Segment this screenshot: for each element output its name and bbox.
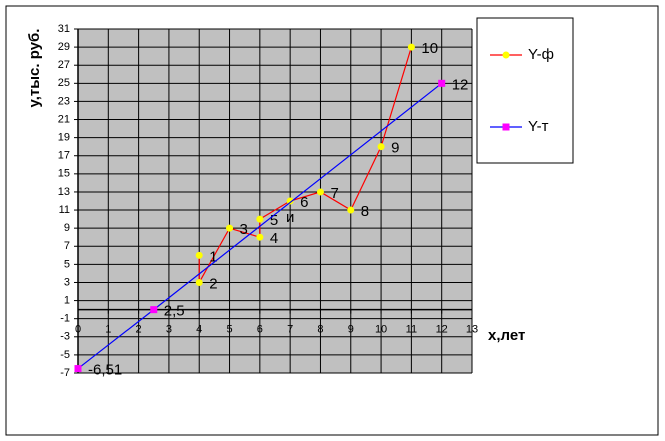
marker — [377, 143, 385, 151]
marker — [316, 188, 324, 196]
point-label: 7 — [330, 185, 338, 202]
point-label: 3 — [240, 221, 248, 238]
y-tick-label: 29 — [58, 41, 70, 53]
y-tick-label: 17 — [58, 150, 70, 162]
series-line — [198, 46, 412, 285]
x-tick-label: 5 — [226, 324, 232, 336]
point-label: 1 — [209, 248, 217, 265]
y-tick-label: -5 — [60, 349, 70, 361]
marker — [502, 123, 510, 131]
x-tick-label: 3 — [166, 324, 172, 336]
point-label: -6,51 — [88, 362, 122, 379]
marker — [438, 79, 446, 87]
point-label: 2 — [209, 275, 217, 292]
point-label: 9 — [391, 140, 399, 157]
x-tick-label: 13 — [466, 324, 478, 336]
y-tick-label: 19 — [58, 132, 70, 144]
y-tick-label: 7 — [64, 240, 70, 252]
y-tick-label: 27 — [58, 59, 70, 71]
y-tick-label: 21 — [58, 113, 70, 125]
y-tick-label: 9 — [64, 222, 70, 234]
marker — [347, 206, 355, 214]
marker — [256, 215, 264, 223]
marker — [502, 51, 510, 59]
marker — [195, 278, 203, 286]
x-tick-label: 8 — [317, 324, 323, 336]
plot-area — [78, 29, 472, 373]
point-label: 6 — [300, 194, 308, 211]
y-tick-label: -7 — [60, 367, 70, 379]
y-tick-label: -1 — [60, 313, 70, 325]
x-tick-label: 4 — [196, 324, 202, 336]
marker — [286, 197, 294, 205]
legend-box — [476, 17, 574, 164]
marker — [407, 43, 415, 51]
x-tick-label: 2 — [136, 324, 142, 336]
x-axis-title: х,лет — [488, 327, 525, 344]
x-tick-label: 12 — [436, 324, 448, 336]
y-axis-title: у,тыс. руб. — [26, 29, 43, 108]
x-tick-label: 7 — [287, 324, 293, 336]
point-label: 8 — [361, 203, 369, 220]
marker — [226, 224, 234, 232]
y-tick-label: 25 — [58, 77, 70, 89]
point-label: 5 — [270, 212, 278, 229]
x-tick-label: 1 — [105, 324, 111, 336]
legend-label: Y-ф — [528, 46, 554, 63]
y-tick-label: -3 — [60, 331, 70, 343]
point-label: 12 — [452, 76, 469, 93]
y-tick-label: 15 — [58, 168, 70, 180]
marker — [195, 251, 203, 259]
y-tick-label: 23 — [58, 95, 70, 107]
point-label: 4 — [270, 230, 278, 247]
y-tick-label: 3 — [64, 276, 70, 288]
marker — [74, 365, 82, 373]
marker — [150, 306, 158, 314]
x-tick-label: 11 — [406, 324, 417, 336]
y-tick-label: 31 — [58, 23, 70, 35]
legend-label: Y-т — [528, 118, 549, 135]
y-tick-label: 1 — [64, 294, 70, 306]
y-tick-label: 13 — [58, 186, 70, 198]
y-tick-label: 5 — [64, 258, 70, 270]
x-tick-label: 10 — [375, 324, 387, 336]
marker — [256, 233, 264, 241]
point-label: 10 — [421, 40, 438, 57]
x-tick-label: 9 — [348, 324, 354, 336]
x-tick-label: 6 — [257, 324, 263, 336]
y-tick-label: 11 — [59, 204, 70, 216]
point-label: 2,5 — [164, 303, 185, 320]
